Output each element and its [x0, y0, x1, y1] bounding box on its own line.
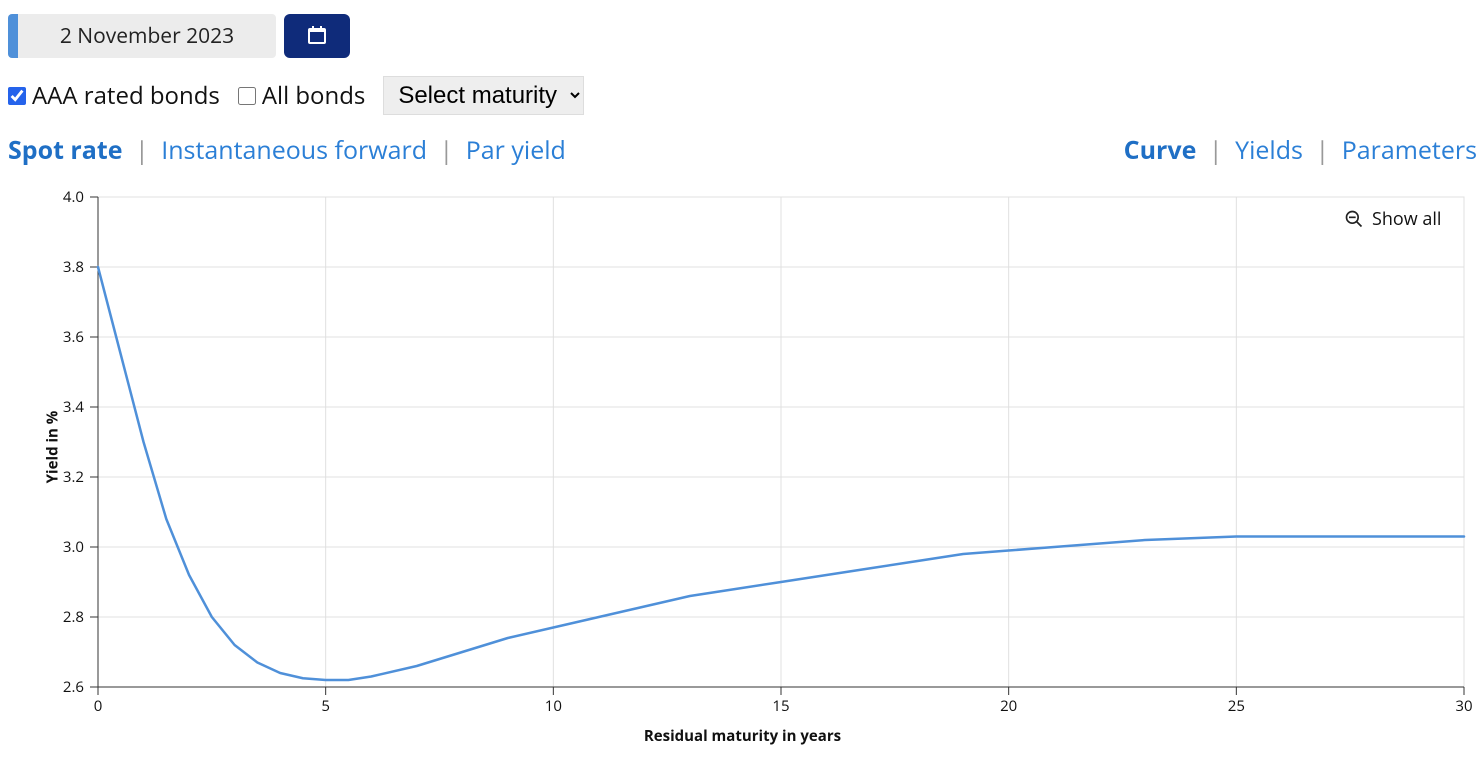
- svg-text:2.6: 2.6: [63, 677, 84, 697]
- x-axis-label: Residual maturity in years: [8, 726, 1477, 746]
- svg-text:3.8: 3.8: [63, 257, 84, 277]
- tab-separator: |: [1203, 133, 1229, 167]
- calendar-icon: [305, 24, 329, 48]
- svg-text:10: 10: [545, 696, 562, 716]
- svg-text:15: 15: [772, 696, 789, 716]
- all-bonds-checkbox[interactable]: All bonds: [238, 79, 366, 112]
- show-all-button[interactable]: Show all: [1344, 207, 1441, 231]
- svg-text:4.0: 4.0: [63, 187, 84, 207]
- svg-text:5: 5: [321, 696, 330, 716]
- date-label: 2 November 2023: [18, 14, 276, 58]
- svg-text:2.8: 2.8: [63, 607, 84, 627]
- all-bonds-input[interactable]: [238, 87, 256, 105]
- tab-yields[interactable]: Yields: [1235, 133, 1303, 167]
- aaa-bonds-input[interactable]: [8, 87, 26, 105]
- svg-text:3.0: 3.0: [63, 537, 84, 557]
- svg-text:25: 25: [1228, 696, 1245, 716]
- aaa-bonds-label: AAA rated bonds: [32, 79, 220, 112]
- calendar-button[interactable]: [284, 14, 350, 58]
- view-tabs: Curve | Yields | Parameters: [1124, 133, 1477, 167]
- tab-parameters[interactable]: Parameters: [1342, 133, 1477, 167]
- y-axis-label: Yield in %: [42, 410, 62, 483]
- svg-text:3.6: 3.6: [63, 327, 84, 347]
- date-display[interactable]: 2 November 2023: [8, 14, 276, 58]
- tab-separator: |: [129, 133, 155, 167]
- svg-text:3.4: 3.4: [63, 397, 85, 417]
- show-all-label: Show all: [1372, 207, 1441, 231]
- all-bonds-label: All bonds: [262, 79, 366, 112]
- svg-text:20: 20: [1000, 696, 1017, 716]
- tab-curve[interactable]: Curve: [1124, 133, 1197, 167]
- zoom-out-icon: [1344, 209, 1364, 229]
- aaa-bonds-checkbox[interactable]: AAA rated bonds: [8, 79, 220, 112]
- date-stripe: [8, 14, 18, 58]
- tab-separator: |: [434, 133, 460, 167]
- tab-spot-rate[interactable]: Spot rate: [8, 133, 123, 167]
- svg-text:0: 0: [94, 696, 103, 716]
- tab-separator: |: [1309, 133, 1335, 167]
- rate-type-tabs: Spot rate | Instantaneous forward | Par …: [8, 133, 566, 167]
- tab-par-yield[interactable]: Par yield: [466, 133, 566, 167]
- chart-svg: 2.6 2.8 3.0 3.2 3.4 3.6 3.8 4.0 0 5 10 15 20 25 30: [8, 171, 1477, 717]
- svg-text:30: 30: [1455, 696, 1472, 716]
- yield-curve-chart: 2.6 2.8 3.0 3.2 3.4 3.6 3.8 4.0 0 5 10 15 20 25 30 Sho…: [8, 171, 1477, 722]
- maturity-select[interactable]: Select maturity: [383, 76, 584, 115]
- tab-instantaneous-forward[interactable]: Instantaneous forward: [161, 133, 427, 167]
- svg-text:3.2: 3.2: [63, 467, 84, 487]
